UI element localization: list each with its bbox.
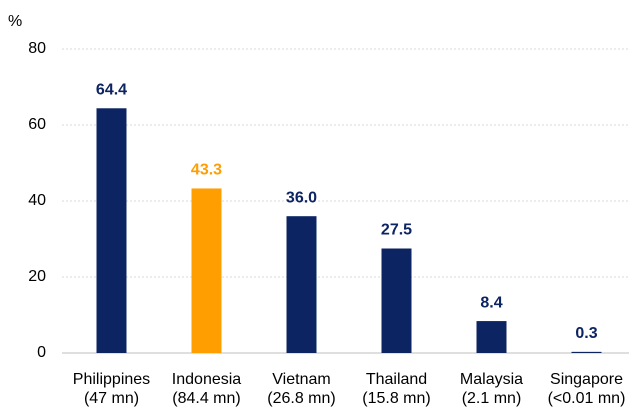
x-tick-label: Singapore (550, 371, 623, 388)
value-label: 27.5 (381, 222, 412, 239)
y-tick-label: 40 (28, 192, 46, 209)
bar (571, 351, 602, 353)
y-tick-label: 0 (37, 344, 46, 361)
x-tick-label: Vietnam (272, 371, 330, 388)
bar (286, 216, 317, 353)
x-tick-label: Malaysia (460, 371, 523, 388)
x-tick-label: (<0.01 mn) (548, 390, 626, 407)
y-tick-label: 20 (28, 268, 46, 285)
value-label: 36.0 (286, 189, 317, 206)
y-tick-label: 60 (28, 116, 46, 133)
x-tick-label: (15.8 mn) (362, 390, 430, 407)
x-tick-label: Indonesia (172, 371, 241, 388)
x-tick-label: (47 mn) (84, 390, 139, 407)
y-tick-label: 80 (28, 40, 46, 57)
x-tick-label: Philippines (73, 371, 150, 388)
x-tick-label: (26.8 mn) (267, 390, 335, 407)
y-axis-label: % (8, 13, 22, 30)
bar (476, 321, 507, 353)
bar (381, 248, 412, 353)
bar (191, 188, 222, 353)
x-tick-label: Thailand (366, 371, 427, 388)
value-label: 43.3 (191, 162, 222, 179)
value-label: 0.3 (575, 325, 597, 342)
value-label: 64.4 (96, 81, 127, 98)
x-tick-label: (2.1 mn) (462, 390, 522, 407)
bar (96, 108, 127, 353)
x-tick-label: (84.4 mn) (172, 390, 240, 407)
value-label: 8.4 (480, 294, 502, 311)
